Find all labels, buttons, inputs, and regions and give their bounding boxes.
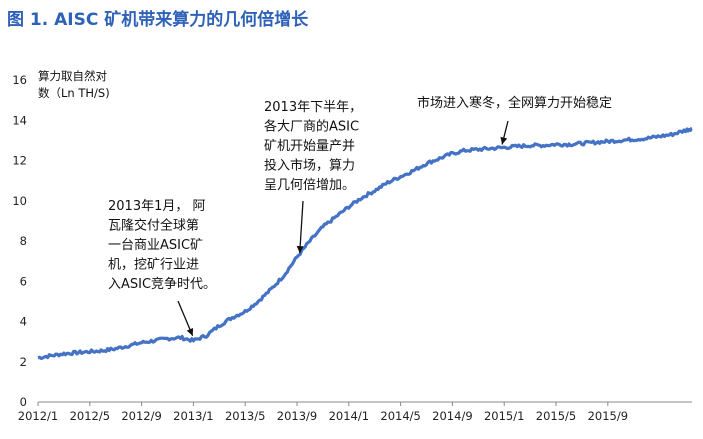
y-tick-label: 14 — [12, 113, 27, 127]
annotation-line: 机，挖矿行业进 — [108, 258, 199, 273]
x-tick-label: 2012/1 — [18, 409, 58, 423]
x-tick-label: 2014/1 — [329, 409, 369, 423]
x-tick-label: 2012/9 — [121, 409, 161, 423]
y-tick-label: 6 — [20, 274, 27, 288]
annotation-line: 2013年下半年， — [264, 100, 362, 115]
x-tick-label: 2013/5 — [225, 409, 265, 423]
annotation-arrow-head — [296, 245, 304, 254]
x-tick-label: 2015/9 — [588, 409, 628, 423]
y-tick-label: 4 — [20, 315, 27, 329]
y-tick-label: 12 — [12, 154, 27, 168]
annotation-line: 一台商业ASIC矿 — [108, 238, 203, 253]
annotation-arrow-head — [186, 327, 194, 336]
annotations: 2013年1月， 阿瓦隆交付全球第一台商业ASIC矿机，挖矿行业进入ASIC竞争… — [108, 95, 612, 337]
x-tick-label: 2013/9 — [277, 409, 317, 423]
annotation: 2013年1月， 阿瓦隆交付全球第一台商业ASIC矿机，挖矿行业进入ASIC竞争… — [108, 199, 216, 337]
y-tick-label: 0 — [20, 395, 27, 409]
y-tick-label: 10 — [12, 194, 27, 208]
y-axis-label-line: 数（Ln TH/S) — [38, 86, 110, 100]
x-tick-label: 2014/5 — [380, 409, 420, 423]
x-axis-ticks: 2012/1 2012/5 2012/9 2013/1 2013/5 2013/9 2014… — [18, 402, 628, 423]
annotation-line: 各大厂商的ASIC — [264, 119, 359, 135]
annotation-arrow-line — [299, 200, 304, 254]
x-tick-label: 2013/1 — [173, 409, 213, 423]
y-axis-label-line: 算力取自然对 — [38, 69, 107, 83]
y-tick-label: 16 — [12, 73, 27, 87]
annotation-line: 呈几何倍增加。 — [264, 177, 355, 193]
x-tick-label: 2014/9 — [432, 409, 472, 423]
y-tick-label: 8 — [20, 234, 27, 248]
y-axis-ticks: 0 2 4 6 8 10 12 14 16 — [12, 73, 27, 409]
annotation-line: 2013年1月， 阿 — [108, 199, 206, 214]
annotation-line: 入ASIC竞争时代。 — [108, 276, 216, 292]
annotation: 市场进入寒冬，全网算力开始稳定 — [417, 95, 612, 145]
annotation-arrow-head — [500, 136, 508, 145]
annotation-line: 瓦隆交付全球第 — [108, 218, 199, 234]
annotation-line: 矿机开始量产并 — [264, 139, 355, 154]
x-tick-label: 2012/5 — [70, 409, 110, 423]
x-tick-label: 2015/1 — [484, 409, 524, 423]
series-line — [37, 126, 693, 361]
x-tick-label: 2015/5 — [536, 409, 576, 423]
y-tick-label: 2 — [20, 355, 27, 369]
annotation-line: 市场进入寒冬，全网算力开始稳定 — [417, 95, 612, 111]
chart-title: 图 1. AISC 矿机带来算力的几何倍增长 — [7, 10, 309, 30]
annotation-line: 投入市场，算力 — [264, 158, 355, 174]
series-group — [37, 126, 693, 361]
